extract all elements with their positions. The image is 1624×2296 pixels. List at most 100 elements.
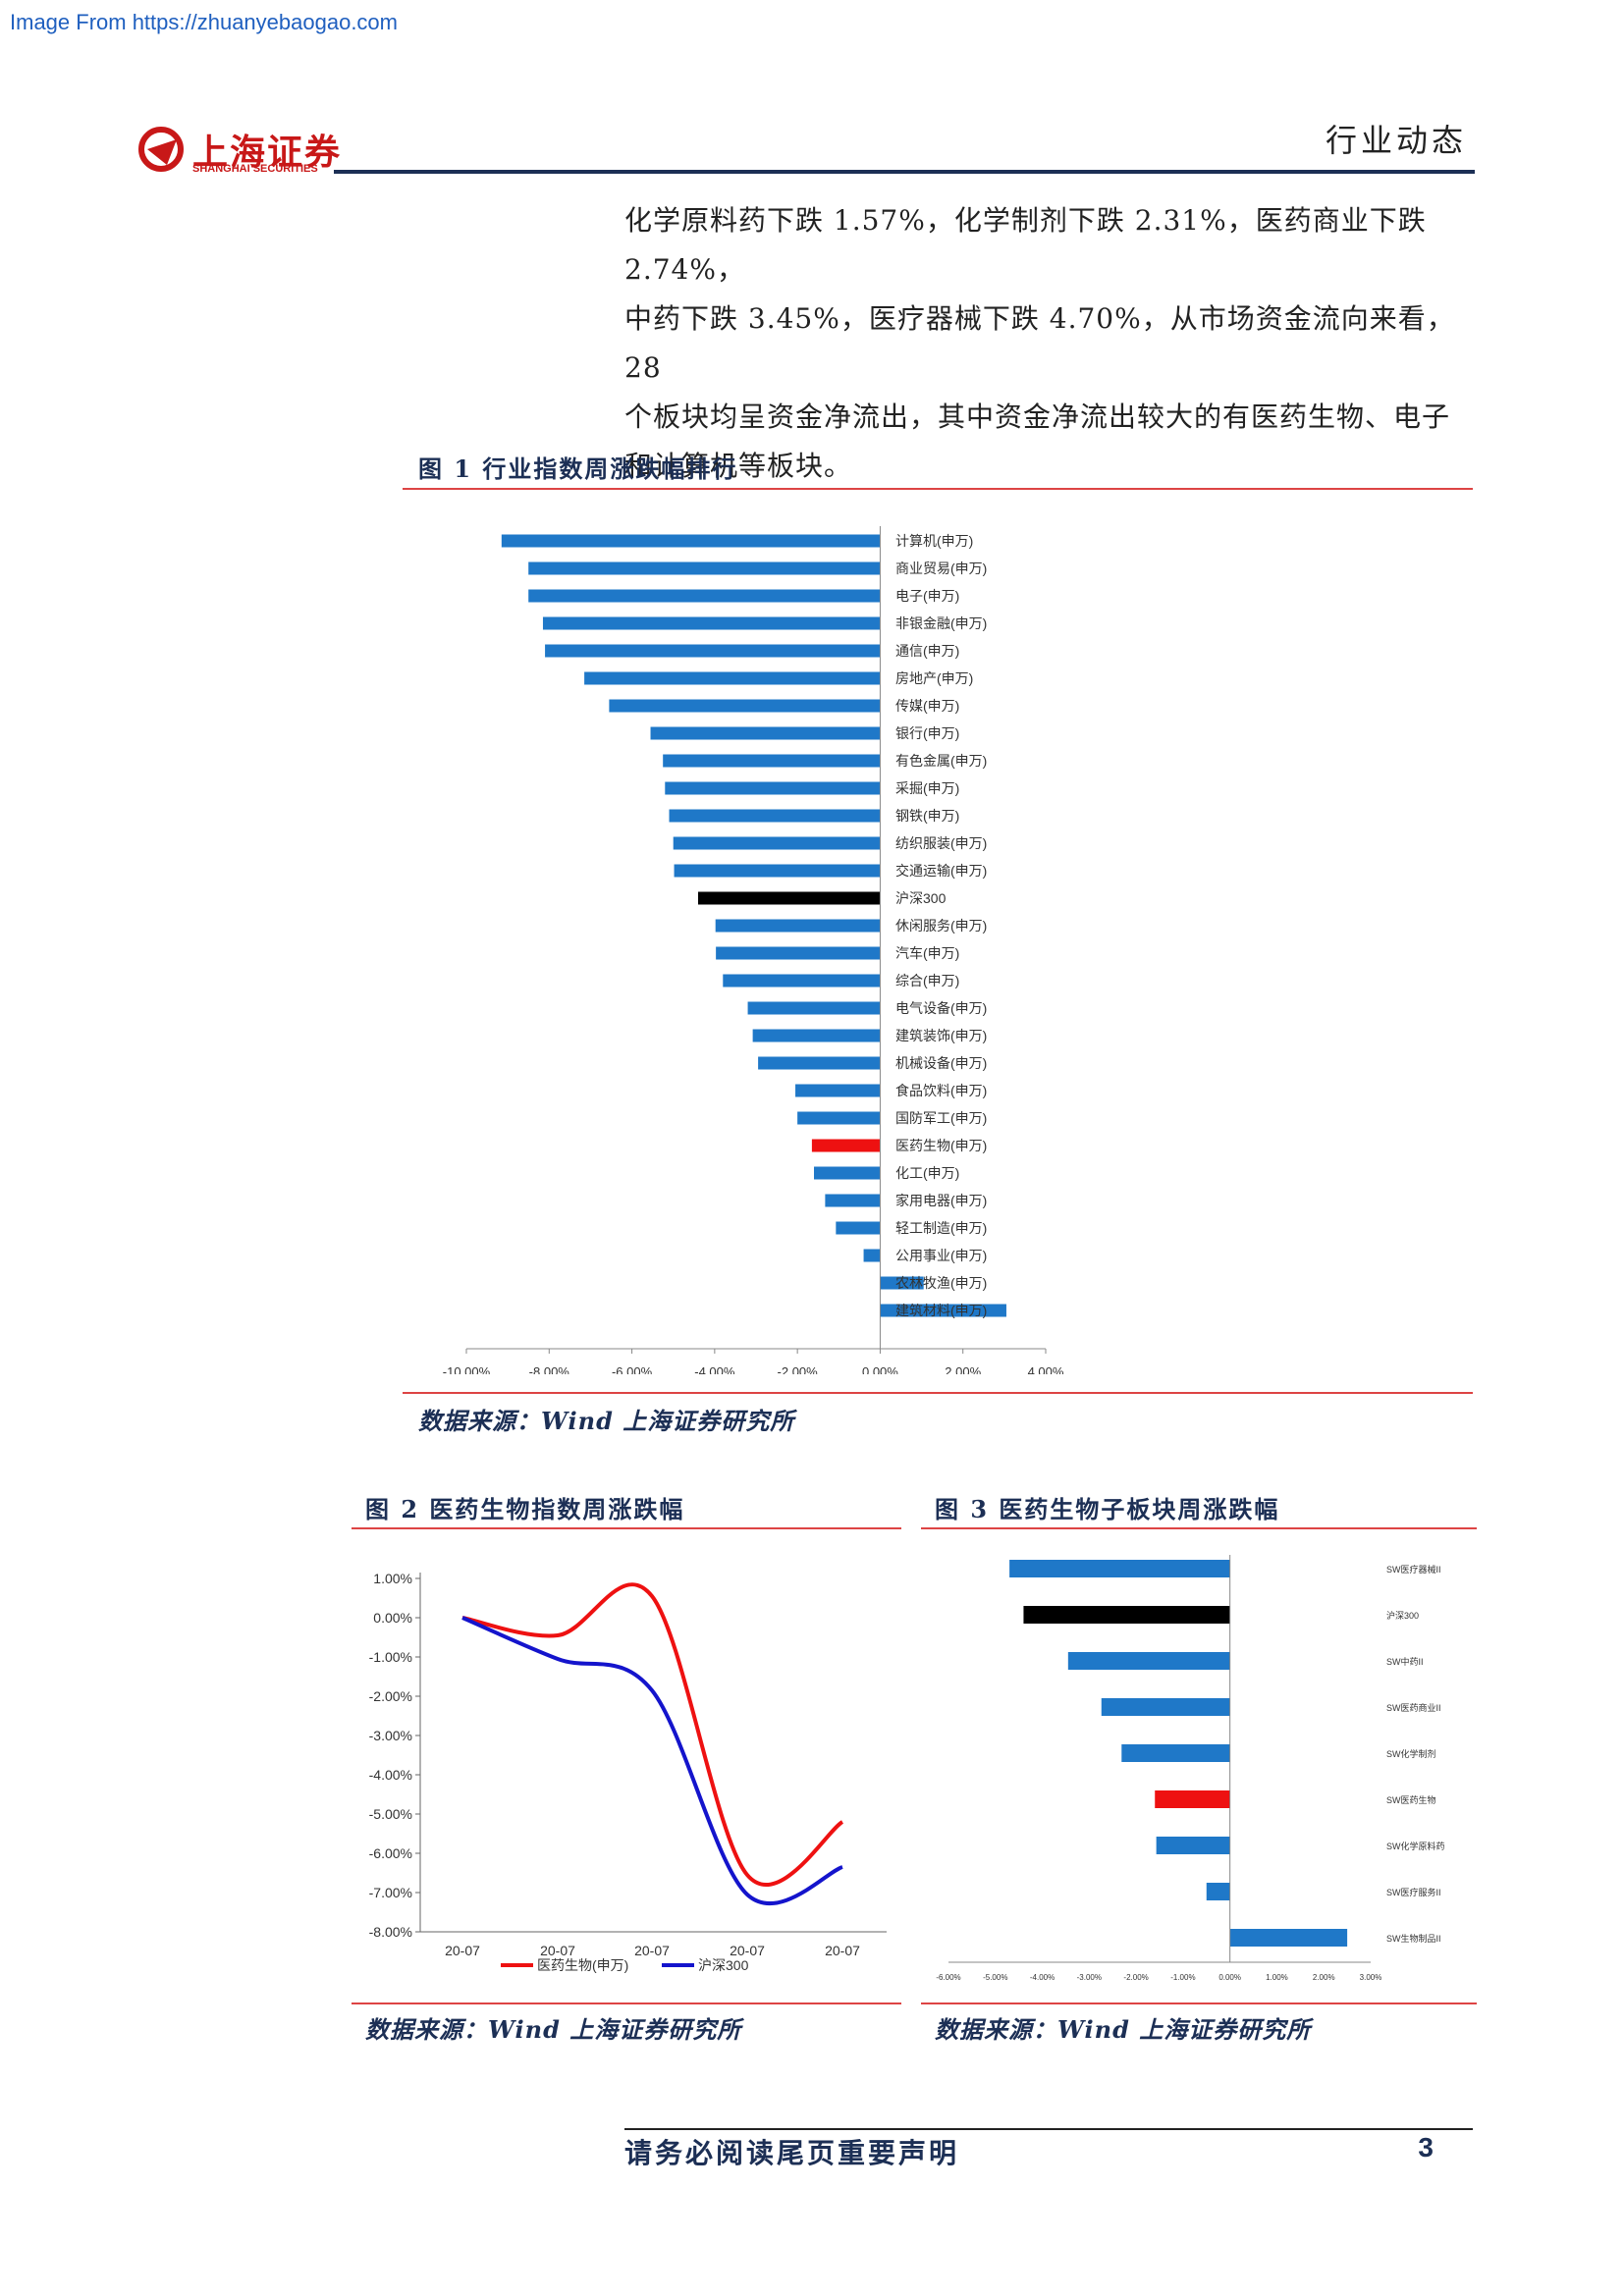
category-label: SW医疗器械II <box>1386 1564 1441 1575</box>
bar <box>1067 1652 1230 1670</box>
x-tick-label: 3.00% <box>1360 1973 1382 1982</box>
category-label: 汽车(申万) <box>895 945 959 961</box>
category-label: 休闲服务(申万) <box>895 918 987 934</box>
category-label: SW生物制品II <box>1386 1933 1441 1944</box>
bar <box>758 1056 881 1070</box>
bar <box>545 644 881 658</box>
x-tick-label: 0.00% <box>862 1364 898 1374</box>
x-tick-label: -2.00% <box>1123 1973 1148 1982</box>
category-label: 国防军工(申万) <box>895 1110 987 1126</box>
category-label: 公用事业(申万) <box>895 1248 987 1263</box>
x-tick-label: -8.00% <box>529 1364 570 1374</box>
figure-1-source: 数据来源：Wind 上海证券研究所 <box>418 1407 795 1435</box>
series-line-hs300 <box>461 1616 843 1905</box>
x-tick-label: -1.00% <box>1170 1973 1195 1982</box>
x-tick-label: -6.00% <box>936 1973 960 1982</box>
category-label: SW化学原料药 <box>1386 1841 1445 1851</box>
bar <box>863 1249 881 1262</box>
bar <box>752 1029 881 1042</box>
figure-2-title: 图 2 医药生物指数周涨跌幅 <box>365 1495 685 1523</box>
figure-2-top-rule <box>352 1527 901 1529</box>
bar <box>528 589 881 603</box>
bar <box>542 616 881 630</box>
x-tick-label: 20-07 <box>730 1943 765 1958</box>
x-tick-label: -2.00% <box>778 1364 819 1374</box>
legend-label: 沪深300 <box>698 1957 749 1973</box>
figure-3-bottom-rule <box>921 2002 1477 2004</box>
category-label: SW医疗服务II <box>1386 1887 1441 1897</box>
bar <box>1023 1606 1230 1624</box>
category-label: SW医药生物 <box>1386 1794 1436 1805</box>
bar <box>825 1194 881 1207</box>
y-tick-label: -7.00% <box>369 1885 412 1900</box>
category-label: 有色金属(申万) <box>895 753 987 769</box>
category-label: 通信(申万) <box>895 643 959 659</box>
y-tick-label: -1.00% <box>369 1649 412 1665</box>
x-tick-label: 1.00% <box>1266 1973 1288 1982</box>
category-label: 非银金融(申万) <box>895 615 987 631</box>
body-line: 中药下跌 3.45%，医疗器械下跌 4.70%，从市场资金流向来看，28 <box>624 302 1455 384</box>
bar <box>1101 1698 1230 1716</box>
bar <box>1009 1560 1230 1577</box>
x-tick-label: 20-07 <box>825 1943 860 1958</box>
footer-rule <box>624 2128 1473 2130</box>
x-tick-label: 20-07 <box>540 1943 575 1958</box>
y-tick-label: -8.00% <box>369 1924 412 1940</box>
bar <box>797 1111 881 1125</box>
series-line-yiyao <box>461 1582 844 1887</box>
figure-2-source: 数据来源：Wind 上海证券研究所 <box>365 2015 742 2044</box>
bar <box>584 671 881 685</box>
watermark-text[interactable]: Image From https://zhuanyebaogao.com <box>10 10 398 34</box>
category-label: 纺织服装(申万) <box>895 835 987 851</box>
category-label: SW化学制剂 <box>1386 1748 1436 1759</box>
bar <box>814 1166 881 1180</box>
bar <box>1229 1929 1348 1947</box>
bar <box>795 1084 881 1097</box>
bar <box>669 809 881 823</box>
figure-3-source: 数据来源：Wind 上海证券研究所 <box>935 2015 1312 2044</box>
figure-3-title: 图 3 医药生物子板块周涨跌幅 <box>935 1495 1280 1523</box>
bar <box>1206 1883 1230 1900</box>
category-label: 电子(申万) <box>895 588 959 604</box>
y-tick-label: -6.00% <box>369 1845 412 1861</box>
category-label: 农林牧渔(申万) <box>895 1275 987 1291</box>
bar <box>1156 1837 1230 1854</box>
category-label: SW医药商业II <box>1386 1702 1441 1713</box>
category-label: 银行(申万) <box>895 725 959 741</box>
figure-2-chart: 1.00% 0.00% -1.00% -2.00% -3.00% -4.00% -5.00%… <box>369 1571 887 1973</box>
figure-3-chart: SW医疗器械II 沪深300 SW中药II SW医药商业II SW化学制剂 SW医药生物 S… <box>936 1555 1445 1982</box>
category-label: 建筑装饰(申万) <box>895 1028 987 1043</box>
shanghai-securities-logo <box>138 127 184 172</box>
y-tick-label: -2.00% <box>369 1688 412 1704</box>
bar <box>880 1276 924 1290</box>
x-tick-label: -5.00% <box>983 1973 1007 1982</box>
bar <box>747 1001 881 1015</box>
figure-1-top-rule <box>403 488 1473 490</box>
logo-text: 上海证券 <box>192 132 343 173</box>
figure-3-top-rule <box>921 1527 1477 1529</box>
bar <box>528 561 881 575</box>
y-tick-label: -3.00% <box>369 1728 412 1743</box>
category-label: 商业贸易(申万) <box>895 561 987 576</box>
category-label: 建筑材料(申万) <box>895 1303 987 1318</box>
bar <box>716 946 881 960</box>
body-line: 化学原料药下跌 1.57%，化学制剂下跌 2.31%，医药商业下跌 2.74%， <box>624 204 1427 286</box>
category-label: 传媒(申万) <box>895 698 959 714</box>
category-label: 轻工制造(申万) <box>895 1220 987 1236</box>
bar <box>650 726 881 740</box>
body-line: 和计算机等板块。 <box>624 450 853 482</box>
bar <box>609 699 881 713</box>
logo-subtitle: SHANGHAI SECURITIES <box>192 163 318 175</box>
x-tick-label: -3.00% <box>1077 1973 1102 1982</box>
legend-label: 医药生物(申万) <box>537 1957 628 1973</box>
body-paragraph: 化学原料药下跌 1.57%，化学制剂下跌 2.31%，医药商业下跌 2.74%，… <box>624 196 1467 491</box>
bar <box>674 864 881 878</box>
category-label: SW中药II <box>1386 1656 1424 1667</box>
bar <box>501 534 881 548</box>
category-label: 计算机(申万) <box>895 533 973 549</box>
y-tick-label: -4.00% <box>369 1767 412 1783</box>
x-tick-label: -4.00% <box>694 1364 735 1374</box>
page-number: 3 <box>1418 2132 1434 2163</box>
bar <box>836 1221 881 1235</box>
x-tick-label: 2.00% <box>1313 1973 1335 1982</box>
